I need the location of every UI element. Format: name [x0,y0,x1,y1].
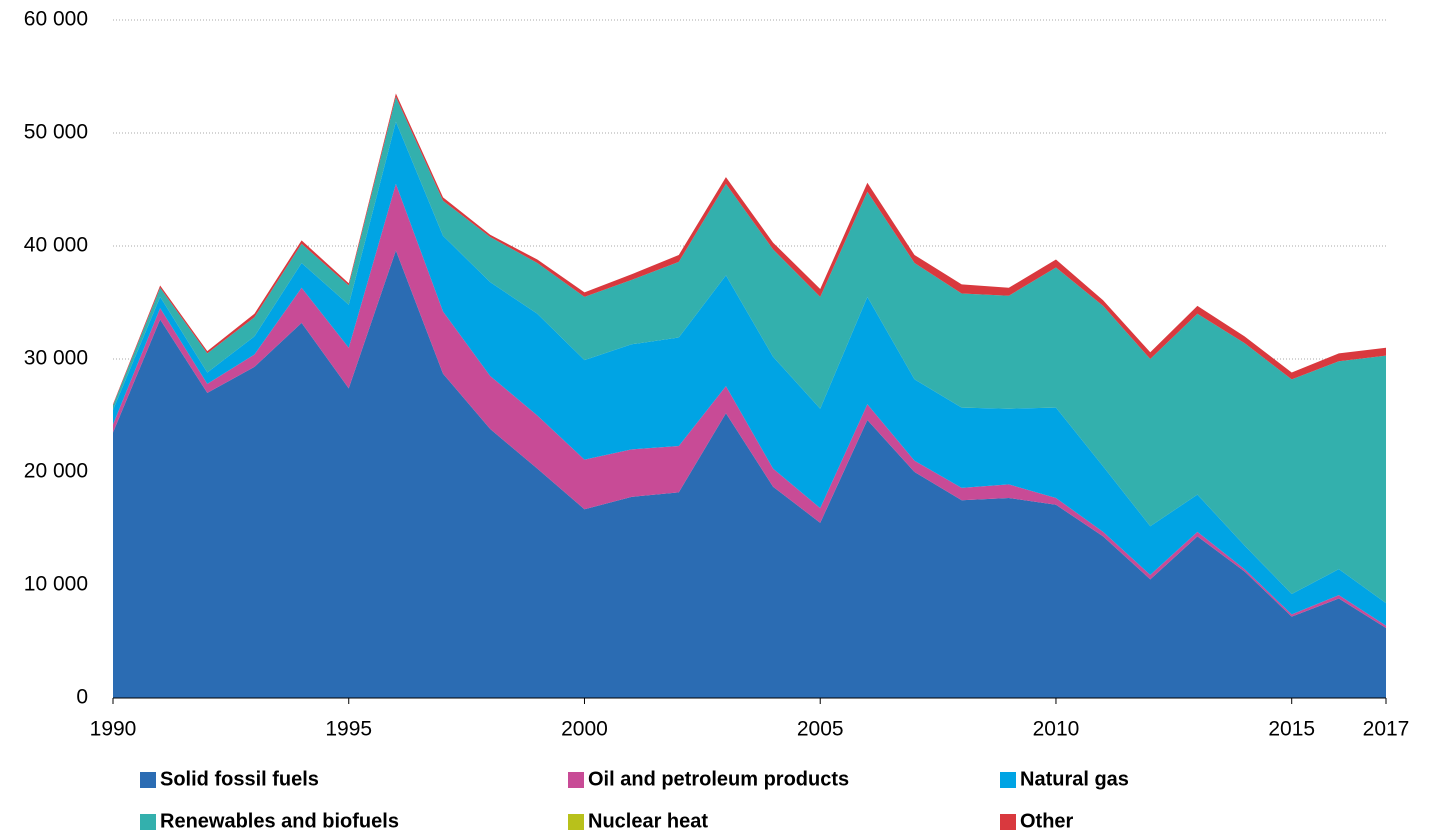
x-tick-label: 2017 [1363,718,1410,741]
legend-swatch [1000,814,1016,830]
area [113,121,1386,626]
area [113,250,1386,698]
y-tick-label: 10 000 [24,573,88,596]
y-tick-label: 20 000 [24,460,88,483]
legend-swatch [140,772,156,788]
y-tick-label: 60 000 [24,8,88,31]
legend-label: Solid fossil fuels [160,768,319,790]
legend-label: Other [1020,810,1074,832]
legend-label: Natural gas [1020,768,1129,790]
x-tick-label: 1995 [325,718,372,741]
y-tick-label: 40 000 [24,234,88,257]
legend-label: Nuclear heat [588,810,708,832]
legend-swatch [1000,772,1016,788]
x-tick-label: 2000 [561,718,608,741]
x-tick-label: 2010 [1033,718,1080,741]
area [113,183,1386,628]
x-tick-label: 2005 [797,718,844,741]
y-tick-label: 0 [76,686,88,709]
legend-swatch [140,814,156,830]
legend-swatch [568,814,584,830]
x-tick-label: 1990 [90,718,137,741]
area [113,96,1386,604]
y-tick-label: 50 000 [24,121,88,144]
legend-label: Renewables and biofuels [160,810,399,832]
y-tick-label: 30 000 [24,347,88,370]
legend-swatch [568,772,584,788]
legend-label: Oil and petroleum products [588,768,849,790]
x-tick-label: 2015 [1268,718,1315,741]
area [113,93,1386,406]
